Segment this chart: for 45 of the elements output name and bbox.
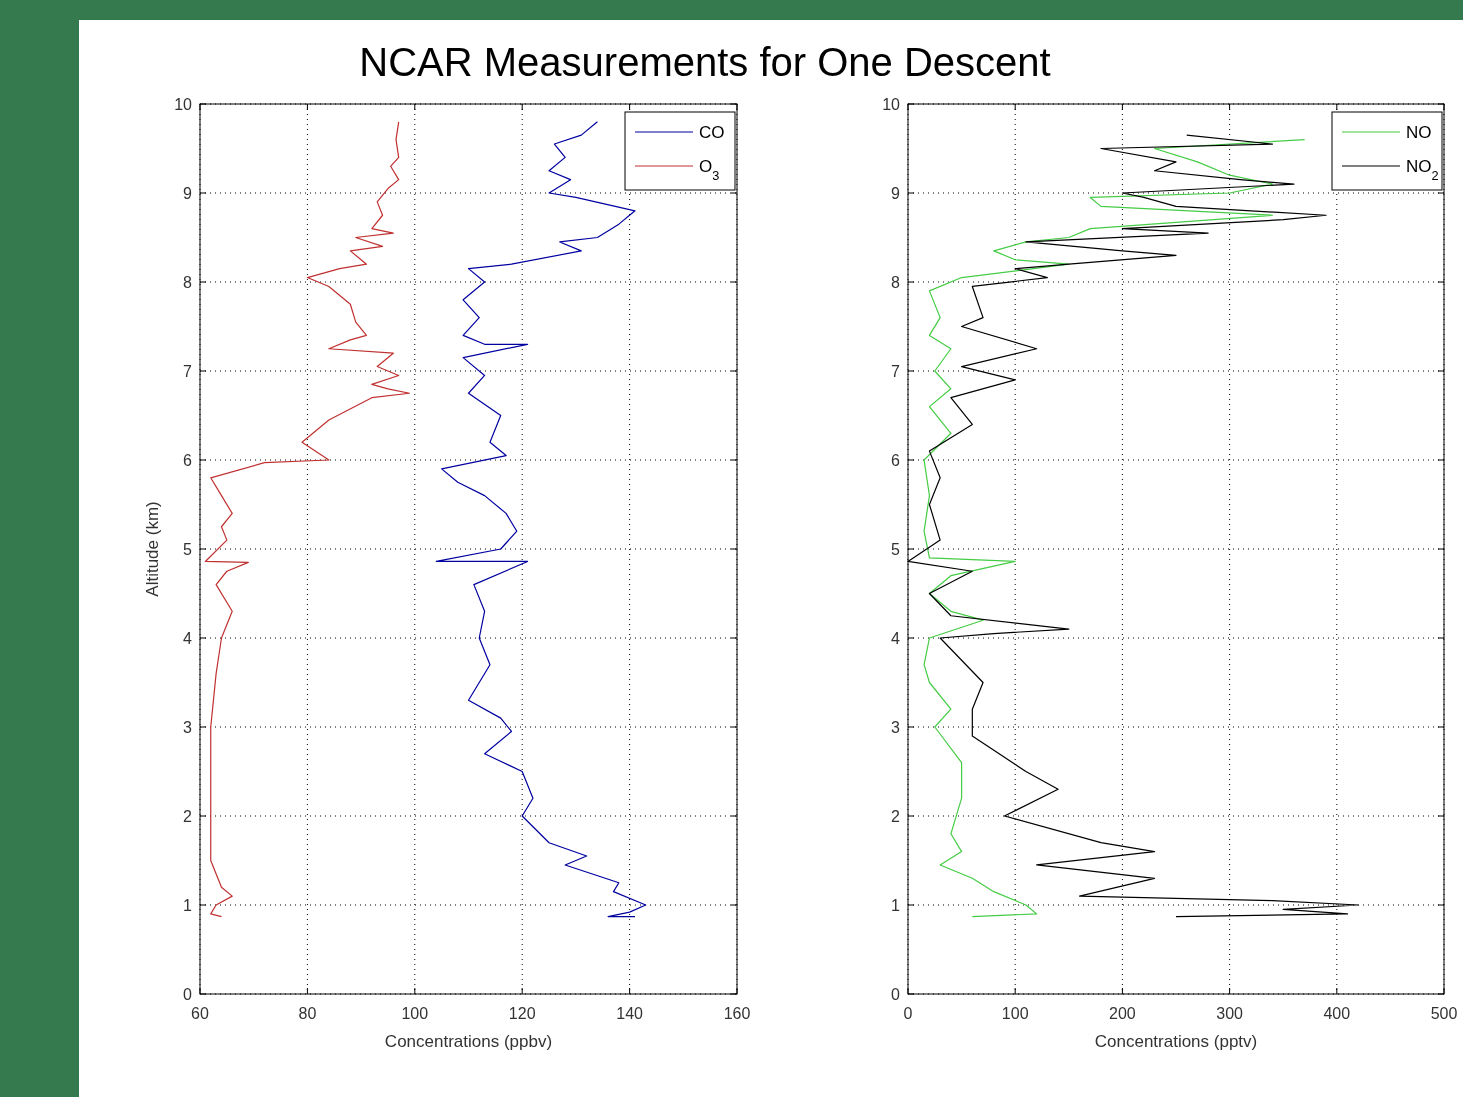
line-series xyxy=(204,121,411,918)
y-tick-label: 2 xyxy=(891,807,901,825)
y-tick-label: 8 xyxy=(891,273,901,291)
y-tick-label: 4 xyxy=(891,629,901,647)
y-tick-label: 4 xyxy=(183,629,193,647)
y-tick-label: 1 xyxy=(183,896,193,914)
y-tick-label: 9 xyxy=(183,184,193,202)
y-tick-label: 7 xyxy=(891,362,901,380)
y-tick-label: 8 xyxy=(183,273,193,291)
y-tick-label: 5 xyxy=(183,540,193,558)
x-axis-title: Concentrations (pptv) xyxy=(1094,1032,1258,1051)
y-tick-label: 3 xyxy=(183,718,193,736)
x-tick-label: 80 xyxy=(298,1005,317,1022)
x-tick-label: 100 xyxy=(401,1005,429,1022)
y-tick-label: 3 xyxy=(891,718,901,736)
y-tick-label: 1 xyxy=(891,896,901,914)
x-axis-title: Concentrations (ppbv) xyxy=(384,1032,553,1051)
y-tick-label: 9 xyxy=(891,184,901,202)
legend-label: NO$_{2}$ xyxy=(1406,156,1439,183)
y-tick-label: 6 xyxy=(183,451,193,469)
legend-label: NO xyxy=(1406,122,1432,142)
legend-label: O$_{3}$ xyxy=(699,156,720,183)
y-tick-label: 0 xyxy=(183,985,193,1003)
x-tick-label: 140 xyxy=(616,1005,644,1022)
y-tick-label: 10 xyxy=(174,95,193,113)
x-tick-label: 60 xyxy=(191,1005,209,1022)
line-series xyxy=(923,139,1306,918)
chart-title: NCAR Measurements for One Descent xyxy=(359,40,1051,84)
x-tick-label: 200 xyxy=(1109,1005,1136,1022)
y-tick-label: 6 xyxy=(891,451,901,469)
line-series xyxy=(435,121,647,918)
y-tick-label: 0 xyxy=(891,985,901,1003)
legend-label: CO xyxy=(699,122,725,142)
y-tick-label: 7 xyxy=(183,362,193,380)
x-tick-label: 300 xyxy=(1216,1005,1244,1022)
x-tick-label: 0 xyxy=(903,1005,913,1022)
x-tick-label: 160 xyxy=(723,1005,751,1022)
y-tick-label: 2 xyxy=(183,807,193,825)
y-tick-label: 5 xyxy=(891,540,901,558)
x-tick-label: 100 xyxy=(1001,1005,1029,1022)
x-tick-label: 120 xyxy=(508,1005,536,1022)
y-axis-title: Altitude (km) xyxy=(143,501,162,597)
x-tick-label: 400 xyxy=(1323,1005,1351,1022)
x-tick-label: 500 xyxy=(1430,1005,1458,1022)
y-tick-label: 10 xyxy=(882,95,901,113)
